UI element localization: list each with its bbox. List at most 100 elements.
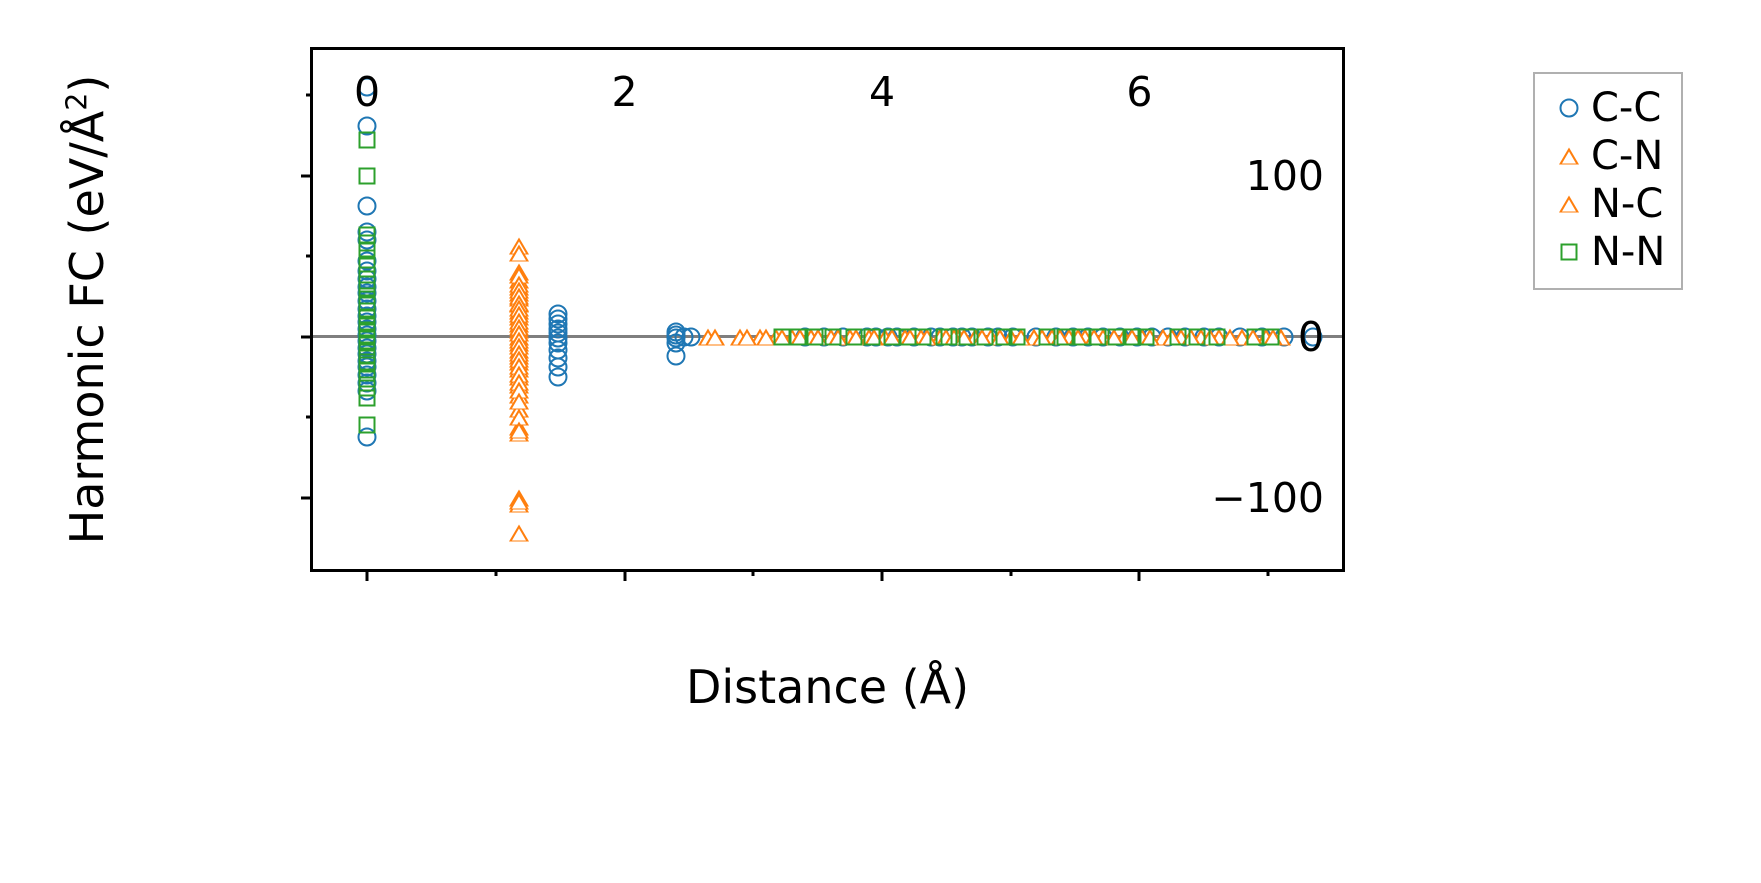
- plot-axes: 0 2 4 6 100 0 −100: [301, 47, 1345, 581]
- y-tick-label-100: 100: [1245, 151, 1324, 200]
- data-point-n-c: [1031, 328, 1052, 346]
- y-tick-label-0: 0: [1297, 312, 1324, 361]
- data-point-n-n: [883, 328, 901, 346]
- data-point-n-n: [958, 328, 976, 346]
- y-tick-label-−100: −100: [1211, 473, 1324, 522]
- legend-marker-n-c-icon: [1547, 189, 1591, 219]
- data-point-n-n: [940, 328, 958, 346]
- legend-label-c-n: C-N: [1591, 133, 1664, 179]
- data-point-n-n: [976, 328, 994, 346]
- data-point-n-c: [756, 328, 777, 346]
- data-point-c-c: [357, 196, 377, 216]
- legend-marker-c-n-icon: [1547, 141, 1591, 171]
- data-point-n-n: [773, 328, 791, 346]
- data-point-n-n: [845, 328, 863, 346]
- data-point-n-n: [789, 328, 807, 346]
- data-point-n-n: [863, 328, 881, 346]
- data-point-n-n: [358, 255, 376, 273]
- data-point-n-n: [358, 167, 376, 185]
- legend-entry-n-c[interactable]: N-C: [1547, 180, 1665, 228]
- data-point-n-n: [358, 242, 376, 260]
- circle-glyph-icon: [1559, 98, 1579, 118]
- legend-entry-c-n[interactable]: C-N: [1547, 132, 1665, 180]
- y-axis-label: Harmonic FC (eV/Å2): [60, 47, 120, 572]
- legend-entry-c-c[interactable]: C-C: [1547, 84, 1665, 132]
- legend-label-c-c: C-C: [1591, 85, 1662, 131]
- x-axis-label: Distance (Å): [685, 660, 970, 714]
- data-point-n-n: [358, 379, 376, 397]
- data-point-c-c: [357, 77, 377, 97]
- y-tick-minor: [306, 93, 313, 97]
- x-tick-6: [1137, 569, 1141, 581]
- data-point-n-n: [1073, 328, 1091, 346]
- x-tick-minor: [1009, 569, 1013, 576]
- legend-label-n-c: N-C: [1591, 181, 1664, 227]
- y-axis-label-tail: ): [60, 74, 114, 93]
- data-point-n-n: [824, 328, 842, 346]
- data-point-n-n: [1137, 328, 1155, 346]
- x-tick-label-4: 4: [868, 68, 896, 116]
- y-tick-−100: [301, 496, 313, 500]
- data-point-n-c: [736, 328, 757, 346]
- data-point-n-c: [508, 421, 529, 439]
- x-tick-4: [880, 569, 884, 581]
- x-tick-label-2: 2: [611, 68, 638, 116]
- data-point-n-c: [828, 328, 849, 346]
- data-point-n-n: [806, 328, 824, 346]
- legend-entry-n-n[interactable]: N-N: [1547, 228, 1665, 276]
- y-tick-100: [301, 174, 313, 178]
- x-tick-minor: [1266, 569, 1270, 576]
- x-tick-2: [623, 569, 627, 581]
- data-point-c-n: [508, 524, 529, 542]
- data-point-n-n: [1089, 328, 1107, 346]
- data-point-n-c: [1121, 328, 1142, 346]
- legend-marker-c-c-icon: [1547, 93, 1591, 123]
- data-point-n-n: [1038, 328, 1056, 346]
- data-point-n-n: [1246, 328, 1264, 346]
- x-tick-label-6: 6: [1126, 68, 1153, 116]
- data-point-n-c: [508, 244, 529, 262]
- data-point-n-n: [1262, 328, 1280, 346]
- x-tick-minor: [494, 569, 498, 576]
- data-point-n-n: [358, 416, 376, 434]
- data-point-n-c: [771, 328, 792, 346]
- data-point-n-c: [704, 328, 725, 346]
- data-point-n-n: [1208, 328, 1226, 346]
- data-point-n-n: [358, 370, 376, 388]
- y-tick-0: [301, 335, 313, 339]
- data-point-n-n: [995, 328, 1013, 346]
- data-point-c-c: [357, 427, 377, 446]
- triangle-glyph-icon: [1559, 195, 1579, 213]
- y-tick-minor: [306, 415, 313, 419]
- data-point-c-c: [357, 116, 377, 136]
- data-point-n-c: [508, 392, 529, 410]
- data-point-n-c: [1161, 328, 1182, 346]
- data-point-n-n: [1008, 328, 1026, 346]
- data-point-n-n: [899, 328, 917, 346]
- data-point-c-c: [1303, 327, 1323, 347]
- x-tick-0: [365, 569, 369, 581]
- y-tick-minor: [306, 254, 313, 258]
- x-tick-label-0: 0: [354, 68, 381, 116]
- triangle-glyph-icon: [1559, 147, 1579, 165]
- x-tick-minor: [751, 569, 755, 576]
- data-point-n-n: [1107, 328, 1125, 346]
- data-point-n-n: [1188, 328, 1206, 346]
- square-glyph-icon: [1560, 243, 1578, 261]
- data-point-n-n: [358, 389, 376, 407]
- plot-data-area: [313, 50, 1342, 569]
- data-point-n-n: [1056, 328, 1074, 346]
- data-point-n-c: [508, 492, 529, 510]
- y-axis-label-main: Harmonic FC (eV/Å: [60, 110, 114, 545]
- data-point-n-c: [882, 328, 903, 346]
- data-point-c-c: [666, 346, 686, 366]
- data-point-n-c: [789, 328, 810, 346]
- data-point-n-n: [914, 328, 932, 346]
- data-point-c-c: [548, 367, 568, 387]
- legend-marker-n-n-icon: [1547, 237, 1591, 267]
- legend-label-n-n: N-N: [1591, 229, 1666, 275]
- data-point-n-n: [1169, 328, 1187, 346]
- y-axis-label-exponent: 2: [60, 92, 94, 111]
- legend-box: C-C C-N N-C N-N: [1533, 72, 1684, 290]
